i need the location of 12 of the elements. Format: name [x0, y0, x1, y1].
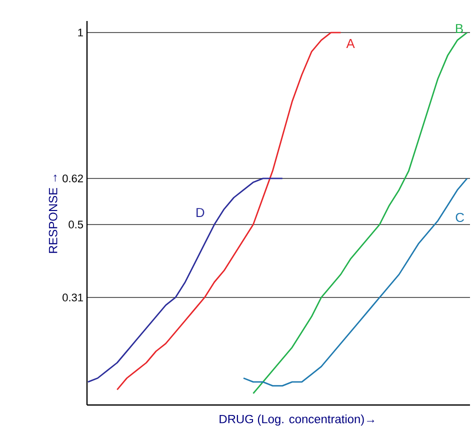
line-series [242, 178, 468, 386]
series-label: A [346, 39, 355, 48]
y-tick-label: 0.5 [68, 220, 84, 228]
y-axis-title: RESPONSE → [48, 174, 58, 253]
y-tick-label: 0.31 [62, 294, 83, 302]
y-tick-label: 1 [78, 28, 83, 36]
y-tick-label: 0.62 [62, 174, 83, 182]
series-label: C [456, 212, 464, 222]
x-axis-title: DRUG (Log. concentration)→ [220, 414, 374, 426]
series-label: D [196, 208, 204, 217]
line-series [116, 32, 342, 390]
series-label: B [456, 24, 463, 33]
